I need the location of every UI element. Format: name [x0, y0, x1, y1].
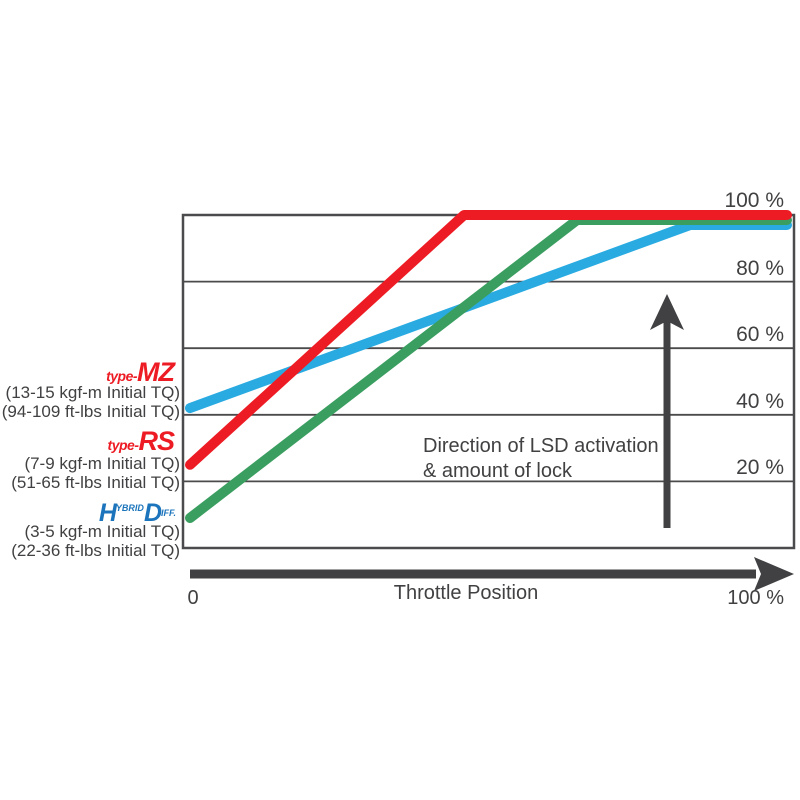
annotation-line-2: & amount of lock: [423, 460, 573, 482]
type-rs-torque-ftlbs: (51-65 ft-lbs Initial TQ): [11, 473, 180, 492]
type-rs-torque-kgfm: (7-9 kgf-m Initial TQ): [24, 454, 180, 473]
type-rs-logo: type-RS: [108, 426, 175, 456]
y-tick-20: 20 %: [736, 456, 784, 479]
series-line-type-rs: [185, 210, 792, 470]
x-axis-title: Throttle Position: [394, 582, 539, 604]
hd-logo-iff: IFF.: [161, 508, 176, 518]
x-max-label: 100 %: [727, 587, 784, 609]
hd-torque-kgfm: (3-5 kgf-m Initial TQ): [24, 522, 180, 541]
y-tick-60: 60 %: [736, 323, 784, 346]
type-mz-logo-name: MZ: [137, 357, 176, 387]
legend-hybrid-diff: HYBRIDDIFF. (3-5 kgf-m Initial TQ) (22-3…: [11, 499, 180, 560]
hybrid-diff-logo: HYBRIDDIFF.: [99, 499, 176, 527]
type-rs-logo-prefix: type-: [108, 437, 140, 453]
type-mz-torque-kgfm: (13-15 kgf-m Initial TQ): [6, 383, 180, 402]
y-tick-100: 100 %: [724, 189, 784, 212]
hd-torque-ftlbs: (22-36 ft-lbs Initial TQ): [11, 541, 180, 560]
y-tick-40: 40 %: [736, 390, 784, 413]
hd-logo-d: D: [144, 499, 162, 527]
throttle-axis-arrow-head: [754, 557, 794, 591]
hd-logo-h: H: [99, 499, 118, 527]
y-tick-80: 80 %: [736, 257, 784, 280]
type-mz-torque-ftlbs: (94-109 ft-lbs Initial TQ): [2, 402, 180, 421]
legend-type-rs: type-RS (7-9 kgf-m Initial TQ) (51-65 ft…: [11, 426, 180, 492]
x-min-label: 0: [187, 587, 198, 609]
throttle-axis-arrow: [190, 557, 794, 591]
annotation-line-1: Direction of LSD activation: [423, 435, 659, 457]
type-mz-logo-prefix: type-: [106, 368, 138, 384]
hd-logo-ybrid: YBRID: [116, 503, 145, 513]
lsd-direction-arrow: [650, 294, 684, 528]
type-mz-logo: type-MZ: [106, 357, 176, 387]
lsd-direction-arrow-head: [650, 294, 684, 330]
legend-type-mz: type-MZ (13-15 kgf-m Initial TQ) (94-109…: [2, 357, 180, 421]
type-rs-logo-name: RS: [138, 426, 174, 456]
